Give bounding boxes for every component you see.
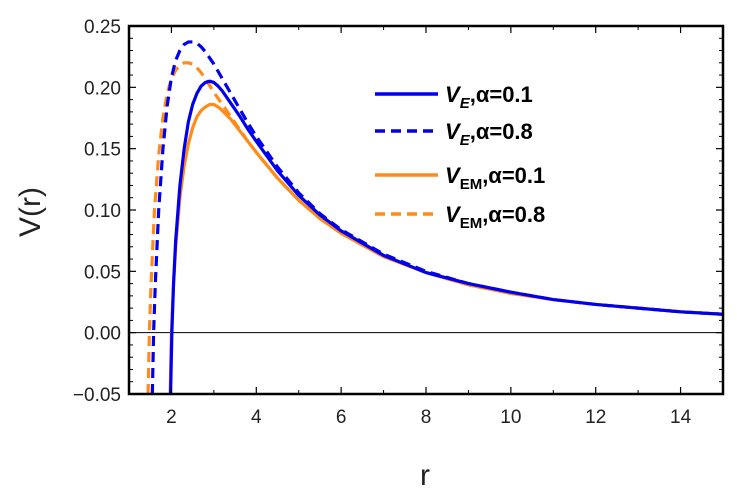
ticks-layer: 2 4 6 8 10 12 14 −0.05 0.00 0.05 0.10 0.15 0.20 0.25 — [73, 17, 723, 428]
y-tick-label: 0.20 — [84, 78, 121, 99]
x-tick-label: 14 — [670, 407, 692, 428]
y-tick-label: 0.00 — [84, 324, 121, 345]
x-tick-label: 2 — [166, 407, 177, 428]
y-tick-label: 0.05 — [84, 262, 121, 283]
y-tick-label: −0.05 — [73, 385, 121, 406]
y-tick-label: 0.15 — [84, 140, 121, 161]
legend-label-3: VEM,α=0.8 — [445, 202, 545, 232]
series-layer — [146, 40, 723, 394]
x-tick-label: 10 — [500, 407, 521, 428]
y-tick-label: 0.10 — [84, 201, 121, 222]
x-tick-label: 8 — [421, 407, 432, 428]
legend: VE,α=0.1 VE,α=0.8 VEM,α=0.1 VEM,α=0.8 — [375, 82, 545, 232]
x-tick-label: 4 — [251, 407, 262, 428]
y-tick-label: 0.25 — [84, 17, 121, 38]
x-tick-label: 6 — [336, 407, 347, 428]
x-tick-label: 12 — [585, 407, 606, 428]
y-axis-title: V(r) — [14, 187, 47, 237]
legend-label-1: VE,α=0.8 — [445, 119, 533, 149]
x-axis-title: r — [420, 459, 430, 492]
legend-label-2: VEM,α=0.1 — [445, 163, 545, 193]
series-line-1 — [150, 40, 723, 394]
series-line-0 — [168, 79, 723, 394]
legend-label-0: VE,α=0.1 — [445, 82, 533, 112]
